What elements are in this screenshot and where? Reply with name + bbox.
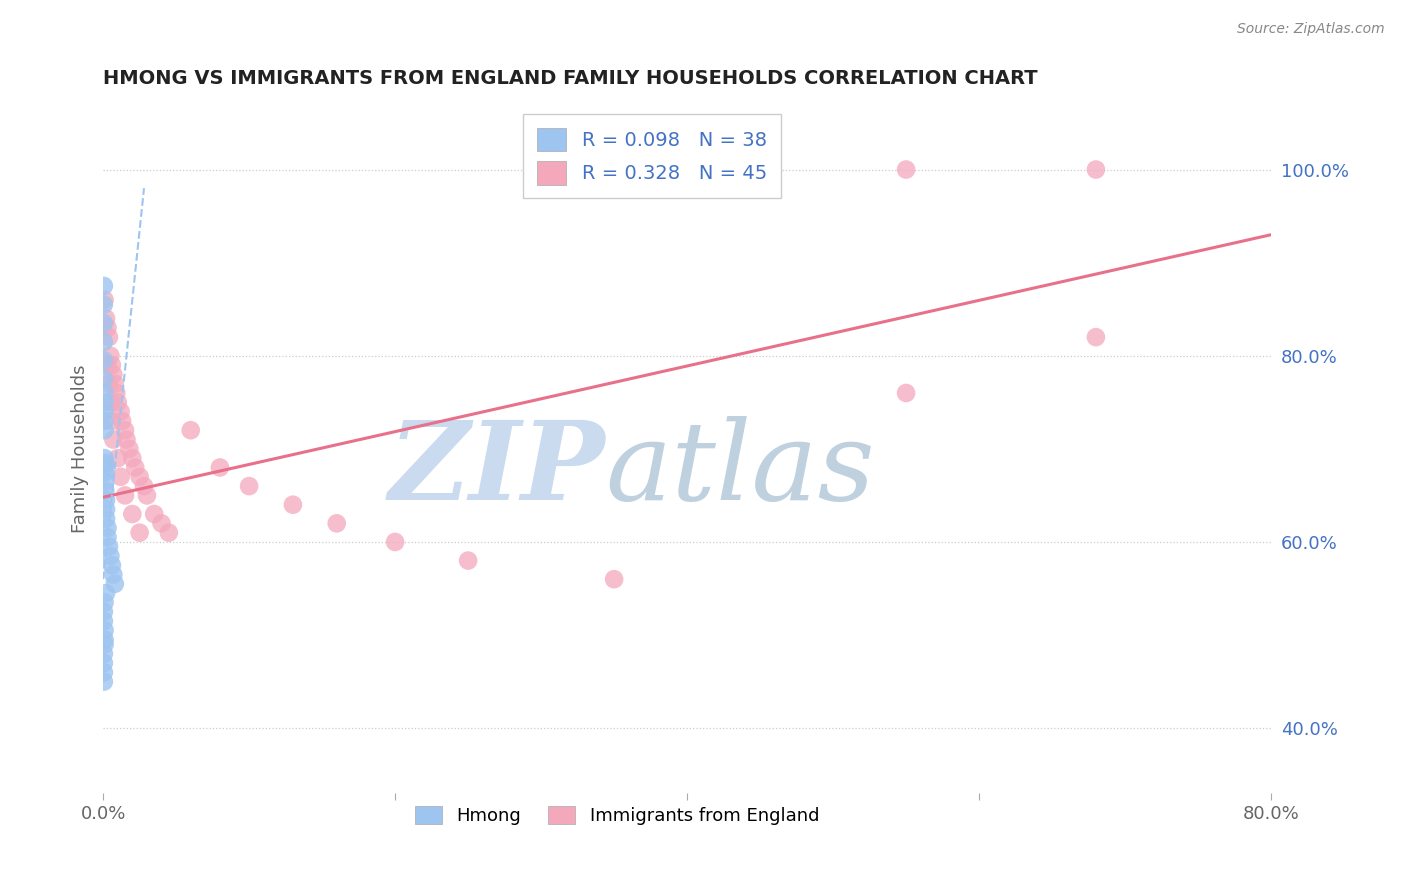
Point [101, 358, 124, 372]
Point [96, 521, 118, 535]
Point [118, 442, 141, 456]
Point [93, 353, 115, 368]
Point [93, 460, 115, 475]
Point [104, 376, 127, 391]
Point [114, 423, 136, 437]
Point [94, 586, 117, 600]
Point [93, 632, 115, 647]
Point [94, 493, 117, 508]
Point [93, 414, 115, 428]
Point [114, 488, 136, 502]
Point [107, 395, 129, 409]
Point [281, 498, 304, 512]
Legend: Hmong, Immigrants from England: Hmong, Immigrants from England [408, 798, 827, 832]
Point [93, 605, 115, 619]
Point [136, 488, 159, 502]
Point [94, 511, 117, 525]
Point [93, 451, 115, 466]
Point [128, 470, 150, 484]
Point [98, 376, 121, 391]
Point [894, 386, 917, 401]
Point [110, 404, 132, 418]
Point [1084, 330, 1107, 344]
Point [128, 525, 150, 540]
Point [100, 349, 122, 363]
Point [1084, 162, 1107, 177]
Text: atlas: atlas [606, 416, 875, 524]
Point [93, 595, 115, 609]
Text: HMONG VS IMMIGRANTS FROM ENGLAND FAMILY HOUSEHOLDS CORRELATION CHART: HMONG VS IMMIGRANTS FROM ENGLAND FAMILY … [103, 69, 1038, 87]
Point [104, 577, 127, 591]
Point [93, 334, 115, 349]
Point [115, 433, 138, 447]
Point [111, 414, 134, 428]
Y-axis label: Family Households: Family Households [72, 365, 89, 533]
Point [98, 540, 121, 554]
Point [94, 465, 117, 479]
Point [603, 572, 626, 586]
Point [132, 479, 155, 493]
Point [238, 479, 260, 493]
Point [93, 423, 115, 437]
Point [103, 433, 125, 447]
Point [94, 311, 117, 326]
Point [384, 535, 406, 549]
Point [121, 507, 143, 521]
Point [107, 451, 129, 466]
Point [96, 321, 118, 335]
Point [457, 553, 479, 567]
Point [894, 162, 917, 177]
Point [93, 637, 115, 651]
Point [93, 316, 115, 330]
Point [103, 567, 125, 582]
Point [93, 624, 115, 638]
Text: Source: ZipAtlas.com: Source: ZipAtlas.com [1237, 22, 1385, 37]
Point [96, 530, 118, 544]
Point [180, 423, 202, 437]
Point [94, 483, 117, 498]
Point [93, 297, 115, 311]
Point [93, 386, 115, 401]
Point [93, 404, 115, 418]
Point [93, 674, 115, 689]
Point [93, 279, 115, 293]
Point [93, 647, 115, 661]
Point [98, 330, 121, 344]
Point [101, 558, 124, 573]
Point [94, 456, 117, 470]
Point [100, 549, 122, 563]
Point [93, 656, 115, 670]
Point [96, 358, 118, 372]
Point [103, 368, 125, 382]
Point [93, 395, 115, 409]
Text: ZIP: ZIP [388, 416, 606, 524]
Point [94, 502, 117, 516]
Point [110, 470, 132, 484]
Point [93, 614, 115, 628]
Point [150, 516, 173, 531]
Point [93, 665, 115, 680]
Point [93, 293, 115, 307]
Point [105, 386, 128, 401]
Point [93, 372, 115, 386]
Point [325, 516, 347, 531]
Point [157, 525, 180, 540]
Point [121, 451, 143, 466]
Point [101, 414, 124, 428]
Point [124, 460, 146, 475]
Point [100, 395, 122, 409]
Point [143, 507, 166, 521]
Point [94, 475, 117, 489]
Point [208, 460, 231, 475]
